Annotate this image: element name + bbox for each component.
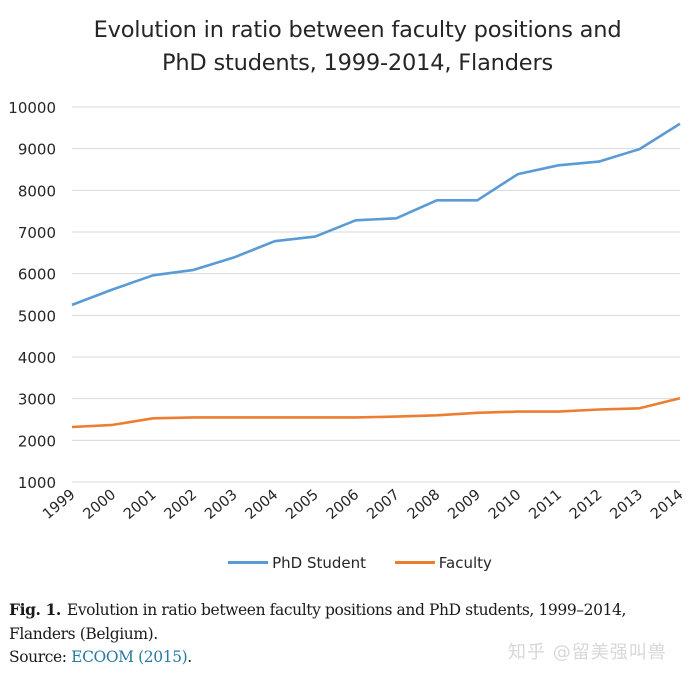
y-tick-label: 9000 (18, 141, 56, 159)
chart-title-line-2: PhD students, 1999-2014, Flanders (161, 50, 554, 76)
y-tick-label: 7000 (18, 224, 56, 242)
y-tick-label: 10000 (8, 99, 56, 117)
chart-title: Evolution in ratio between faculty posit… (0, 14, 695, 80)
figure-caption: Fig. 1. Evolution in ratio between facult… (9, 598, 694, 646)
legend-swatch-faculty (394, 561, 435, 564)
y-tick-label: 4000 (18, 349, 56, 367)
legend-label-faculty: Faculty (438, 553, 492, 572)
source-line: Source: ECOOM (2015). (9, 648, 192, 666)
x-tick-label: 2007 (364, 487, 403, 523)
x-tick-label: 2004 (243, 487, 282, 523)
y-tick-label: 6000 (18, 266, 56, 284)
x-tick-label: 2011 (526, 487, 565, 523)
series-line-phd-student (71, 122, 681, 307)
x-tick-label: 2008 (405, 487, 444, 523)
x-tick-label: 2005 (283, 487, 322, 523)
y-tick-label: 1000 (18, 474, 56, 492)
legend-swatch-phd (228, 561, 269, 564)
x-tick-label: 2006 (324, 487, 363, 523)
legend-item-phd: PhD Student (228, 554, 366, 572)
source-prefix: Source: (9, 648, 72, 666)
caption-text: Evolution in ratio between faculty posit… (9, 601, 627, 643)
y-tick-label: 2000 (18, 432, 56, 450)
chart-title-line-1: Evolution in ratio between faculty posit… (93, 17, 622, 43)
x-axis-ticks: 1999 2000 2001 2002 2003 2004 2005 2006 2007 2008… (40, 487, 687, 523)
y-tick-label: 8000 (18, 182, 56, 200)
x-tick-label: 2009 (445, 487, 484, 523)
legend-label-phd: PhD Student (272, 553, 366, 572)
x-tick-label: 2014 (648, 487, 687, 523)
y-axis-ticks: 1000 2000 3000 4000 5000 6000 7000 8000 9000 1000… (8, 99, 56, 492)
watermark: 知乎 @留美强叫兽 (508, 642, 667, 663)
x-tick-label: 2001 (121, 487, 160, 523)
source-link[interactable]: ECOOM (2015) (71, 648, 188, 666)
source-suffix: . (187, 648, 192, 666)
x-tick-label: 2010 (486, 487, 525, 523)
x-tick-label: 1999 (40, 487, 79, 523)
y-tick-label: 5000 (18, 307, 56, 325)
y-tick-label: 3000 (18, 391, 56, 409)
x-tick-label: 2002 (162, 487, 201, 523)
figure-label: Fig. 1. (9, 600, 61, 619)
x-tick-label: 2012 (567, 487, 606, 523)
x-tick-label: 2003 (202, 487, 241, 523)
x-tick-label: 2000 (81, 487, 120, 523)
series-line-faculty (71, 397, 681, 429)
legend-item-faculty: Faculty (394, 553, 492, 572)
legend: PhD Student Faculty (0, 550, 695, 572)
line-chart: 1000 2000 3000 4000 5000 6000 7000 8000 9000 1000… (8, 99, 687, 523)
x-tick-label: 2013 (607, 487, 646, 523)
series-lines (71, 122, 681, 429)
